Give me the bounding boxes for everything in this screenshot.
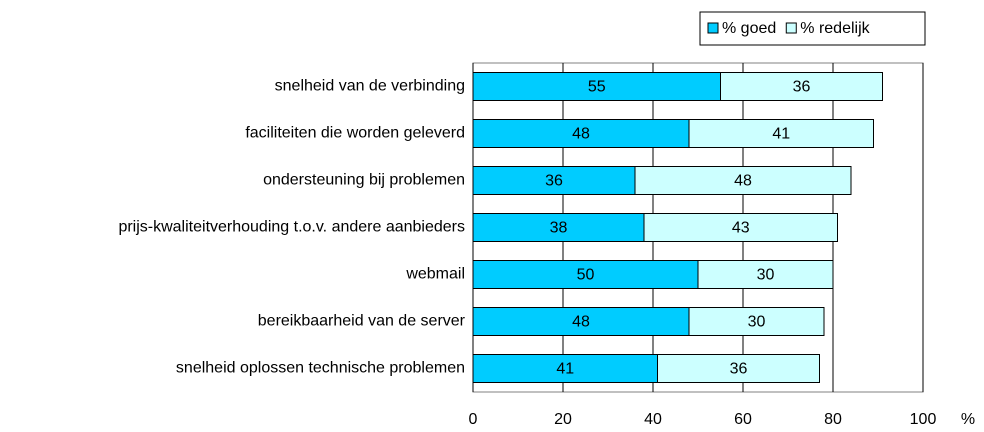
bar <box>657 354 820 383</box>
legend-swatch <box>785 22 797 34</box>
data-label: 41 <box>556 361 574 378</box>
bar <box>634 166 852 195</box>
bar <box>472 213 645 242</box>
data-label: 50 <box>577 267 595 284</box>
y-tick-label: ondersteuning bij problemen <box>263 172 465 189</box>
bar <box>720 72 883 101</box>
legend-label: % goed <box>722 20 776 37</box>
x-tick-label: 60 <box>734 411 752 428</box>
data-label: 43 <box>732 220 750 237</box>
bar <box>688 119 874 148</box>
data-label: 48 <box>572 314 590 331</box>
bar <box>472 307 690 336</box>
data-label: 36 <box>730 361 748 378</box>
x-tick-label: 0 <box>469 411 478 428</box>
data-label: 48 <box>734 173 752 190</box>
legend-label: % redelijk <box>800 20 870 37</box>
y-tick-label: bereikbaarheid van de server <box>258 313 466 330</box>
data-label: 30 <box>748 314 766 331</box>
y-tick-label: snelheid van de verbinding <box>275 78 465 95</box>
bar <box>688 307 825 336</box>
data-label: 38 <box>550 220 568 237</box>
data-label: 36 <box>793 79 811 96</box>
x-tick-label: 20 <box>554 411 572 428</box>
bar <box>472 354 658 383</box>
bar <box>697 260 834 289</box>
bar <box>643 213 838 242</box>
bar <box>472 119 690 148</box>
x-tick-label: 80 <box>824 411 842 428</box>
data-label: 30 <box>757 267 775 284</box>
y-tick-label: webmail <box>405 266 465 283</box>
bar <box>472 166 636 195</box>
x-tick-label: 40 <box>644 411 662 428</box>
y-tick-label: snelheid oplossen technische problemen <box>176 360 465 377</box>
bar <box>472 260 699 289</box>
legend-swatch <box>707 22 719 34</box>
x-axis-label: % <box>961 411 975 428</box>
data-label: 55 <box>588 79 606 96</box>
data-label: 48 <box>572 126 590 143</box>
x-tick-label: 100 <box>910 411 937 428</box>
y-tick-label: faciliteiten die worden geleverd <box>245 125 465 142</box>
y-tick-label: prijs-kwaliteitverhouding t.o.v. andere … <box>118 219 465 236</box>
data-label: 36 <box>545 173 563 190</box>
data-label: 41 <box>772 126 790 143</box>
legend <box>699 11 926 46</box>
